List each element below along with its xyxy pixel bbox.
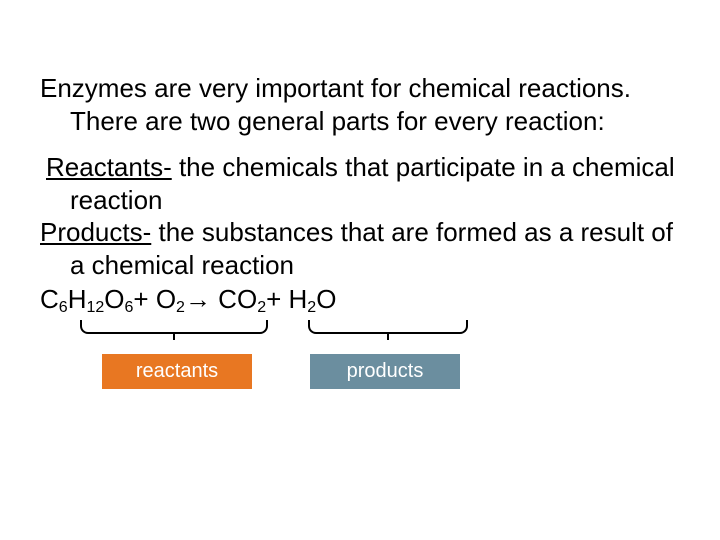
eq-sub6b: 6 (125, 298, 134, 318)
eq-sub2c: 2 (307, 298, 316, 318)
products-term: Products- (40, 217, 151, 247)
eq-C: C (40, 283, 59, 316)
reactants-definition: Reactants- the chemicals that participat… (40, 151, 680, 216)
label-row: reactants products (40, 354, 680, 394)
equation-row: C6H12O6 + O 2 → CO2 + H2O (40, 283, 680, 316)
products-bracket (308, 320, 468, 334)
eq-sub12: 12 (86, 298, 104, 318)
eq-sub6a: 6 (59, 298, 68, 318)
eq-plus-o: + O (133, 283, 176, 316)
eq-H: H (68, 283, 87, 316)
products-label-box: products (310, 354, 460, 389)
reactants-term: Reactants- (46, 152, 172, 182)
products-label-text: products (347, 360, 424, 382)
intro-paragraph: Enzymes are very important for chemical … (40, 72, 680, 137)
reactants-label-box: reactants (102, 354, 252, 389)
eq-arrow-co: → CO (185, 283, 257, 316)
reactants-bracket (80, 320, 268, 334)
products-def-text: the substances that are formed as a resu… (70, 217, 673, 280)
eq-O: O (104, 283, 124, 316)
eq-plus-h: + H (266, 283, 307, 316)
intro-text: Enzymes are very important for chemical … (40, 73, 631, 136)
products-definition: Products- the substances that are formed… (40, 216, 680, 281)
bracket-row (40, 320, 680, 342)
eq-sub2b: 2 (257, 298, 266, 318)
eq-sub2a: 2 (176, 298, 185, 318)
eq-o2: O (316, 283, 336, 316)
slide-content: Enzymes are very important for chemical … (0, 0, 720, 394)
reactants-label-text: reactants (136, 360, 218, 382)
definitions-block: Reactants- the chemicals that participat… (40, 151, 680, 316)
